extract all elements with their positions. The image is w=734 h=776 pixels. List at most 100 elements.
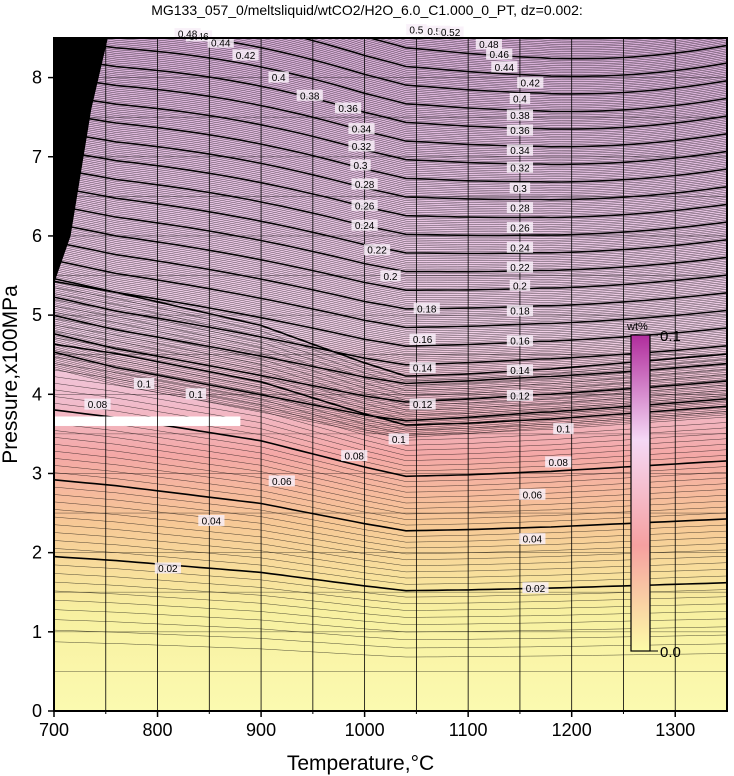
major-contour-line	[54, 204, 727, 273]
minor-contour-line	[54, 258, 727, 326]
contour-label-bg	[198, 514, 225, 526]
minor-contour-line	[54, 63, 727, 135]
contour-label-bg	[133, 378, 155, 390]
contour-label: 0.08	[548, 458, 568, 469]
major-contour-line	[366, 38, 727, 60]
minor-contour-line	[54, 190, 727, 258]
minor-contour-line	[54, 382, 727, 456]
contour-label: 0.26	[510, 224, 530, 235]
minor-contour-line	[54, 43, 727, 116]
minor-contour-line	[54, 114, 727, 185]
x-tick-label: 1300	[655, 720, 695, 740]
minor-contour-line	[54, 619, 727, 640]
minor-contour-line	[54, 629, 727, 649]
contour-label-bg	[486, 48, 513, 60]
missing-data-stripe	[54, 416, 241, 426]
minor-contour-line	[250, 38, 727, 88]
minor-contour-line	[54, 302, 727, 371]
y-tick-label: 6	[32, 226, 42, 246]
contour-label: 0.32	[510, 163, 530, 174]
y-tick-label: 7	[32, 147, 42, 167]
minor-contour-line	[54, 166, 727, 234]
contour-label-bg	[348, 123, 375, 135]
colorbar: wt% 0.1 0.0	[626, 321, 681, 661]
minor-contour-line	[54, 111, 727, 181]
y-tick-label: 5	[32, 305, 42, 325]
contour-label: 0.12	[413, 400, 433, 411]
minor-contour-line	[96, 38, 727, 105]
contour-label-bg	[437, 26, 464, 38]
minor-contour-line	[54, 304, 727, 373]
minor-contour-line	[383, 38, 727, 56]
minor-contour-line	[54, 252, 727, 321]
minor-contour-line	[54, 524, 727, 567]
minor-contour-line	[54, 267, 727, 336]
minor-contour-line	[54, 159, 727, 227]
minor-contour-line	[54, 173, 727, 242]
minor-contour-line	[54, 105, 727, 176]
contour-label: 0.34	[352, 125, 372, 136]
minor-contour-line	[54, 348, 727, 418]
contour-label: 0.2	[513, 281, 527, 292]
minor-contour-line	[54, 0, 727, 34]
minor-contour-line	[54, 239, 727, 308]
contour-label: 0.02	[158, 564, 178, 575]
minor-contour-line	[330, 38, 727, 70]
contour-label: 0.08	[88, 400, 108, 411]
y-tick-label: 3	[32, 463, 42, 483]
minor-contour-line	[54, 0, 727, 3]
major-contour-line	[54, 75, 727, 148]
minor-contour-line	[54, 0, 727, 38]
major-contour-line	[54, 351, 727, 422]
contour-label: 0.1	[556, 425, 570, 436]
minor-contour-line	[343, 38, 727, 67]
minor-contour-line	[54, 287, 727, 382]
minor-contour-line	[54, 317, 727, 386]
contour-label: 0.42	[236, 51, 256, 62]
minor-contour-line	[54, 230, 727, 298]
minor-contour-line	[259, 38, 727, 86]
minor-contour-line	[54, 170, 727, 238]
minor-contour-line	[54, 430, 727, 493]
contour-label: 0.24	[355, 221, 375, 232]
contour-label-bg	[517, 77, 544, 89]
contour-label-bg	[491, 61, 518, 73]
minor-contour-line	[403, 38, 721, 51]
contour-label: 0.38	[300, 91, 320, 102]
minor-contour-line	[54, 641, 727, 658]
minor-contour-line	[54, 0, 727, 32]
minor-contour-line	[54, 361, 727, 431]
minor-contour-line	[54, 423, 727, 488]
contour-label: 0.32	[352, 142, 372, 153]
minor-contour-line	[54, 124, 727, 193]
minor-contour-line	[54, 41, 727, 114]
minor-contour-line	[54, 0, 727, 10]
minor-contour-line	[54, 272, 727, 341]
minor-contour-line	[54, 103, 727, 174]
contour-label: 0.52	[441, 28, 461, 39]
contour-label-bg	[409, 398, 436, 410]
minor-contour-line	[54, 311, 727, 381]
contour-label-bg	[334, 102, 362, 114]
contour-label: 0.26	[355, 201, 375, 212]
contour-label: 0.18	[510, 307, 530, 318]
contour-label: 0.48	[178, 30, 198, 41]
contour-label: 0.14	[413, 364, 433, 375]
minor-contour-line	[54, 118, 727, 188]
minor-contour-line	[54, 155, 727, 224]
minor-contour-line	[54, 362, 727, 433]
minor-contour-line	[54, 0, 727, 31]
minor-contour-line	[54, 318, 727, 388]
contour-label: 0.22	[367, 246, 387, 257]
minor-contour-line	[277, 38, 727, 82]
minor-contour-line	[54, 228, 727, 297]
minor-contour-line	[54, 177, 727, 245]
major-contour-line	[54, 277, 727, 348]
minor-contour-line	[54, 364, 727, 435]
minor-contour-line	[54, 197, 727, 265]
contour-label-bg	[409, 333, 436, 345]
major-contour-line	[54, 167, 727, 237]
minor-contour-line	[54, 236, 727, 304]
contour-label-bg	[351, 178, 378, 190]
minor-contour-line	[531, 38, 633, 40]
